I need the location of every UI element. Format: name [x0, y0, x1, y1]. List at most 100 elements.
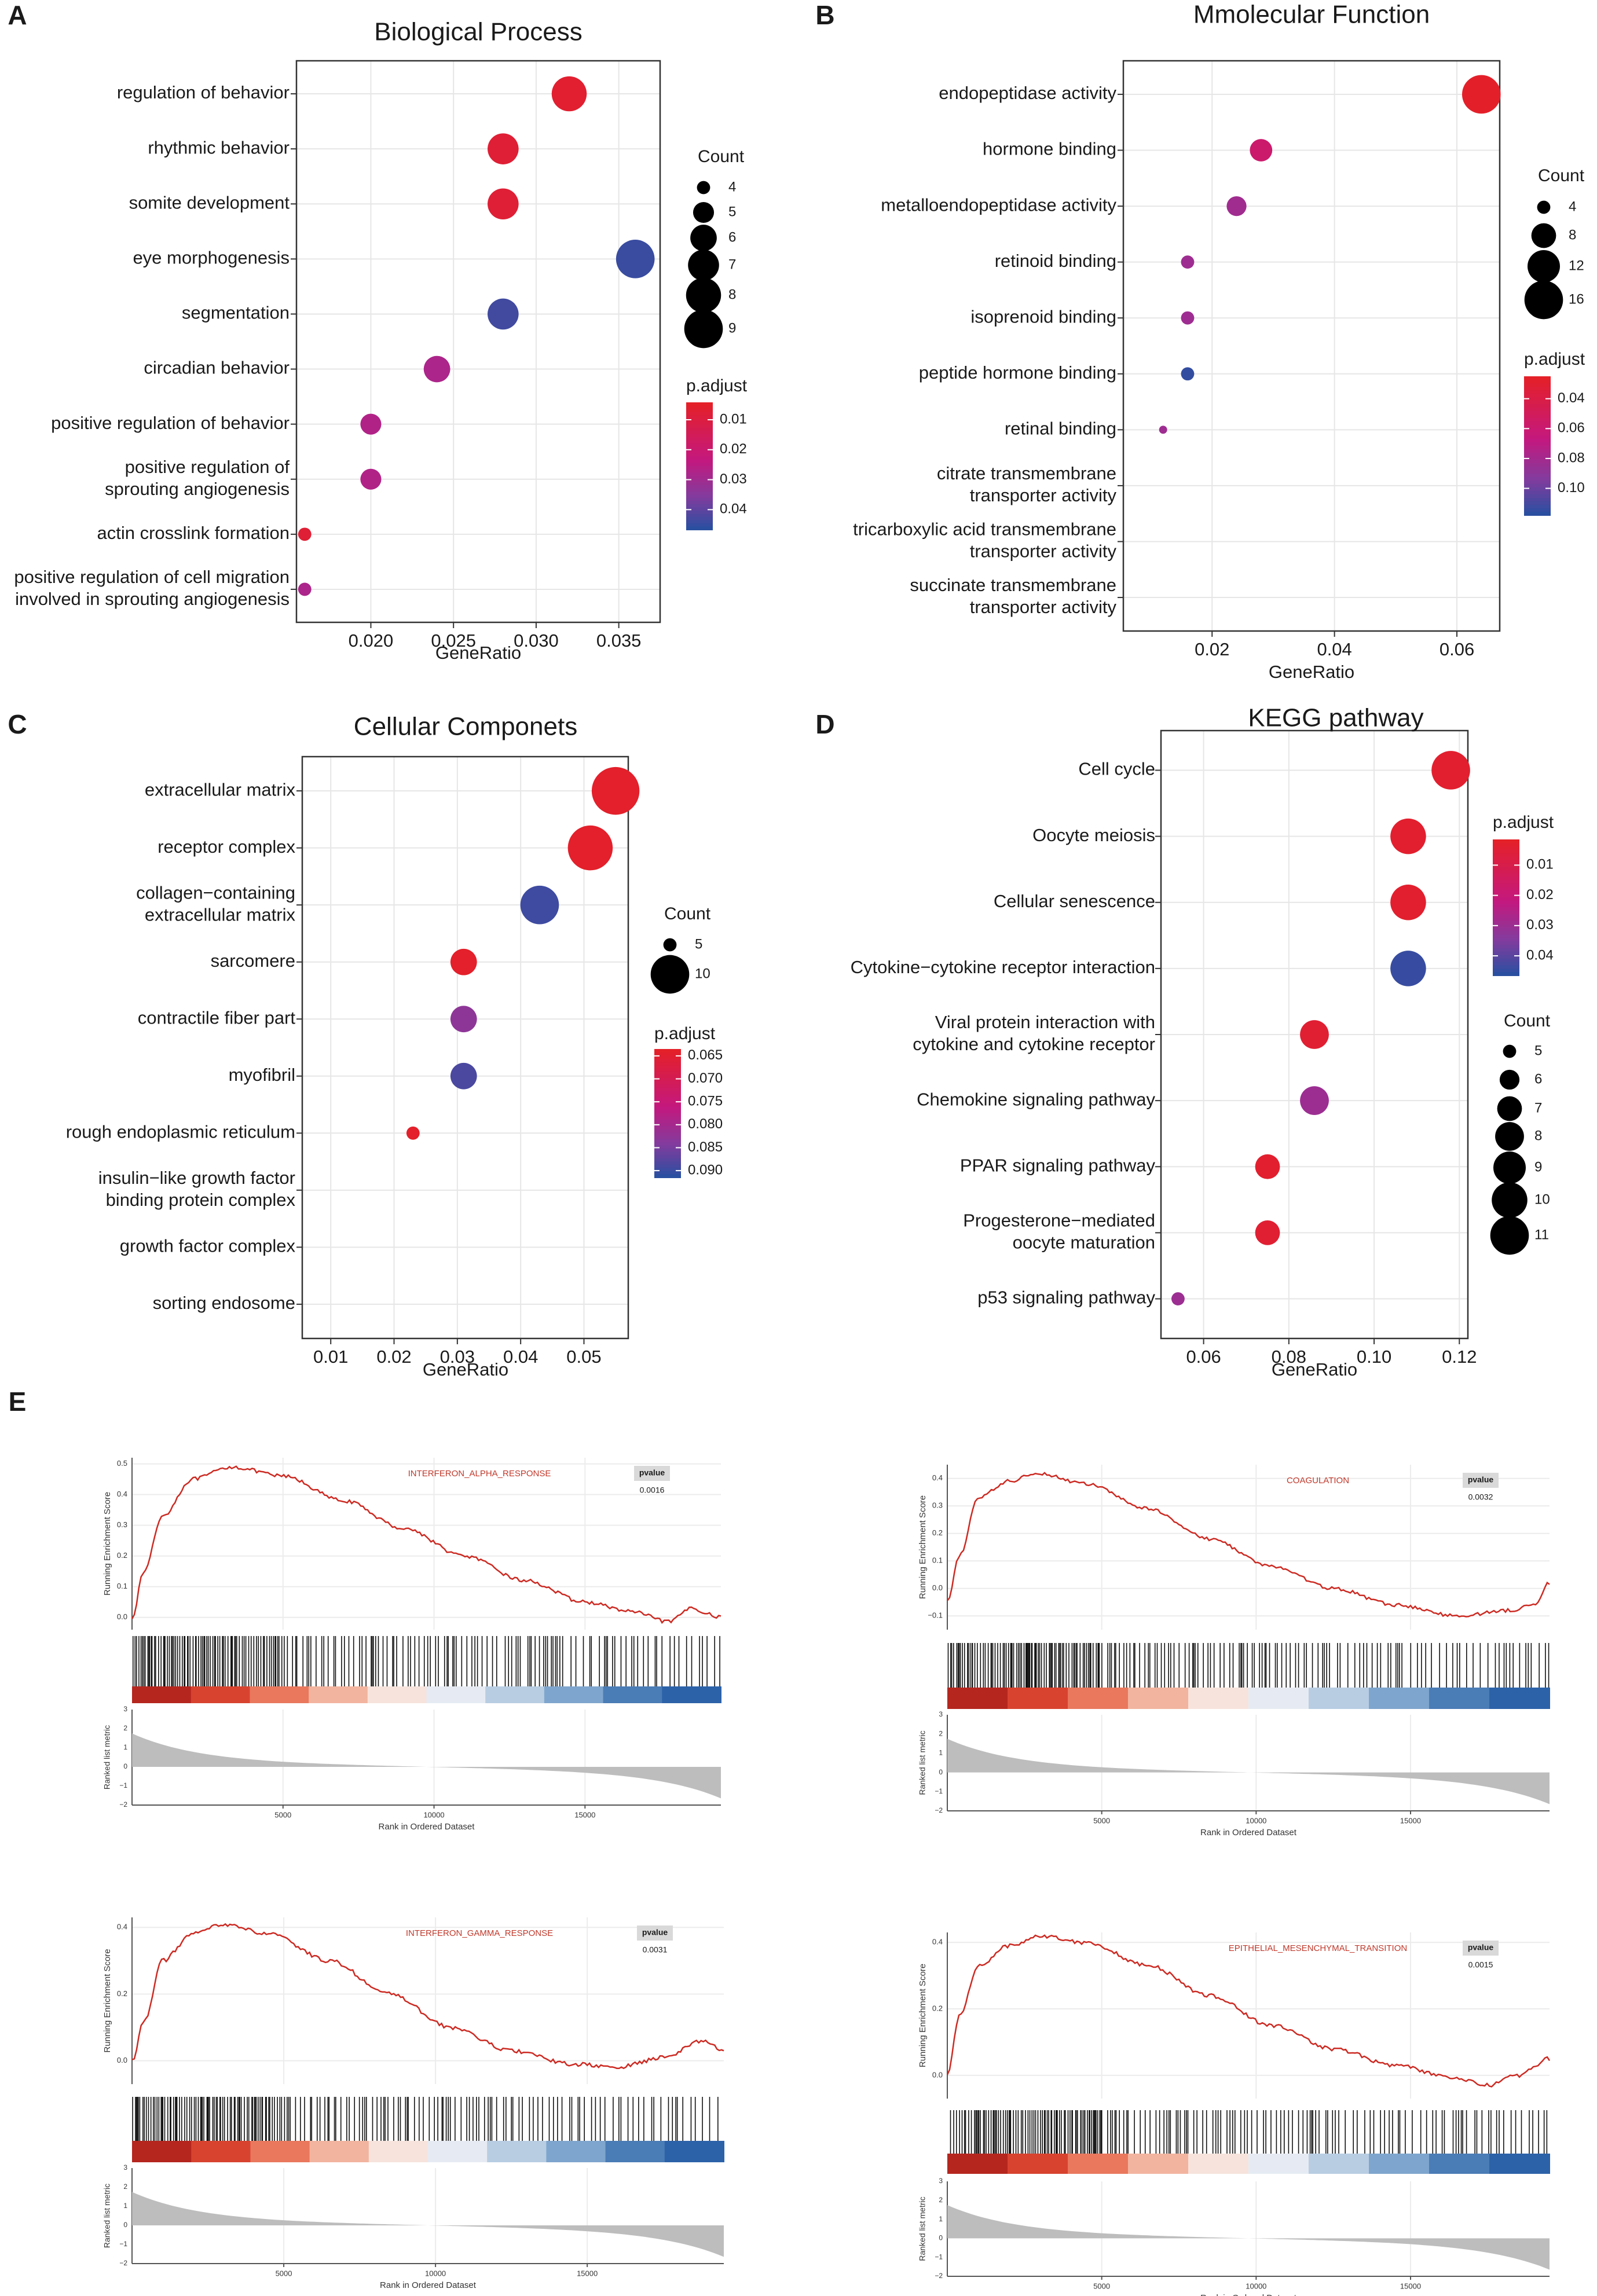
- colorbar-segment: [1493, 897, 1519, 901]
- colorbar-segment: [686, 523, 713, 527]
- colorbar-segment: [1524, 376, 1551, 380]
- colorbar-segment: [1493, 849, 1519, 854]
- colorbar-segment: [654, 1126, 681, 1130]
- term-label: eye morphogenesis: [133, 248, 290, 268]
- plot-border: [1122, 60, 1501, 632]
- colorbar-tick-label: 0.04: [1558, 390, 1585, 406]
- count-legend-dot: [693, 201, 715, 223]
- colorbar-segment: [686, 494, 713, 498]
- term-label: Cell cycle: [1078, 759, 1155, 779]
- colorbar-segment: [686, 475, 713, 479]
- colorbar-segment: [1524, 390, 1551, 394]
- es-y-axis-label: Running Enrichment Score: [102, 1949, 112, 2052]
- metric-y-tick-label: −2: [119, 1800, 127, 1809]
- colorbar-segment: [654, 1071, 681, 1076]
- colorbar-segment: [1493, 927, 1519, 932]
- es-y-tick-label: 0.4: [117, 1923, 127, 1931]
- x-tick-label: 0.035: [596, 630, 642, 651]
- colorbar-tick-label: 0.01: [720, 411, 747, 427]
- term-label: involved in sprouting angiogenesis: [15, 589, 290, 609]
- pvalue-label: pvalue: [639, 1468, 665, 1477]
- term-label: metalloendopeptidase activity: [881, 195, 1116, 215]
- heat-segment: [1188, 2154, 1249, 2174]
- term-label: p53 signaling pathway: [977, 1288, 1155, 1308]
- colorbar-segment: [1493, 863, 1519, 867]
- heat-segment: [546, 2141, 606, 2162]
- metric-y-tick-label: 3: [939, 1710, 943, 1718]
- term-label: Progesterone−mediated: [963, 1211, 1155, 1231]
- running-es-curve: [946, 1934, 1551, 2088]
- heat-segment: [250, 2141, 310, 2162]
- term-label: regulation of behavior: [117, 82, 290, 102]
- colorbar-segment: [1493, 876, 1519, 881]
- heat-segment: [487, 2141, 547, 2162]
- x-tick-label: 10000: [423, 1810, 444, 1819]
- colorbar-segment: [1493, 900, 1519, 905]
- colorbar-segment: [686, 517, 713, 521]
- metric-y-tick-label: 1: [123, 2202, 127, 2210]
- colorbar-segment: [1493, 867, 1519, 871]
- colorbar-segment: [654, 1103, 681, 1107]
- term-dot: [298, 527, 312, 541]
- term-dot: [551, 76, 587, 112]
- colorbar-segment: [654, 1161, 681, 1165]
- x-tick-label: 15000: [577, 2269, 598, 2277]
- colorbar-segment: [654, 1149, 681, 1153]
- x-tick-label: 5000: [274, 1810, 291, 1819]
- term-label: sprouting angiogenesis: [105, 479, 290, 499]
- colorbar-segment: [1493, 911, 1519, 915]
- x-tick-label: 5000: [1093, 2282, 1110, 2290]
- colorbar-segment: [686, 441, 713, 445]
- count-legend-dot: [690, 225, 717, 251]
- colorbar-segment: [1524, 383, 1551, 387]
- count-legend-label: 6: [1534, 1071, 1542, 1087]
- ranked-metric-area: [947, 1738, 1550, 1804]
- heat-segment: [1429, 1688, 1490, 1709]
- metric-y-tick-label: 3: [123, 2163, 127, 2172]
- count-legend-dot: [1524, 280, 1563, 320]
- metric-y-tick-label: 0: [123, 1762, 127, 1770]
- metric-y-tick-label: −2: [119, 2259, 127, 2267]
- metric-y-tick-label: 0: [939, 1768, 943, 1776]
- colorbar-segment: [1524, 397, 1551, 401]
- x-tick-label: 0.06: [1440, 639, 1474, 659]
- term-label: Cytokine−cytokine receptor interaction: [851, 957, 1155, 977]
- es-y-tick-label: 0.2: [117, 1551, 127, 1560]
- colorbar-segment: [1493, 955, 1519, 959]
- count-legend-dot: [684, 309, 723, 349]
- metric-y-tick-label: −1: [119, 2240, 127, 2248]
- colorbar-segment: [686, 507, 713, 511]
- heat-segment: [426, 1686, 486, 1703]
- colorbar-segment: [654, 1171, 681, 1175]
- term-label: sorting endosome: [153, 1293, 295, 1313]
- pvalue-label: pvalue: [1468, 1475, 1494, 1484]
- es-y-tick-label: 0.4: [932, 1938, 943, 1946]
- colorbar-segment: [686, 492, 713, 496]
- colorbar-segment: [1493, 969, 1519, 973]
- es-y-tick-label: 0.4: [117, 1490, 127, 1498]
- colorbar-segment: [686, 453, 713, 457]
- metric-y-axis-label: Ranked list metric: [102, 2184, 112, 2248]
- heat-segment: [485, 1686, 545, 1703]
- es-y-tick-label: 0.3: [117, 1520, 127, 1529]
- colorbar-segment: [654, 1077, 681, 1082]
- chart-title: Cellular Componets: [354, 713, 577, 741]
- term-label: binding protein complex: [106, 1190, 296, 1210]
- colorbar-segment: [686, 415, 713, 419]
- term-dot: [1250, 139, 1273, 162]
- count-legend-label: 6: [728, 229, 736, 245]
- running-es-curve: [947, 1472, 1550, 1618]
- colorbar-segment: [654, 1062, 681, 1066]
- colorbar-segment: [1493, 951, 1519, 956]
- colorbar-segment: [1493, 890, 1519, 894]
- colorbar-segment: [686, 526, 713, 530]
- count-legend-dot: [663, 938, 677, 952]
- metric-y-tick-label: −2: [935, 2272, 943, 2280]
- colorbar-tick-label: 0.02: [1526, 887, 1554, 903]
- colorbar-segment: [686, 431, 713, 435]
- count-legend-dot: [1528, 250, 1560, 283]
- colorbar-segment: [686, 443, 713, 448]
- x-tick-label: 0.025: [431, 630, 476, 651]
- colorbar-tick-label: 0.06: [1558, 420, 1585, 436]
- colorbar-segment: [1524, 449, 1551, 453]
